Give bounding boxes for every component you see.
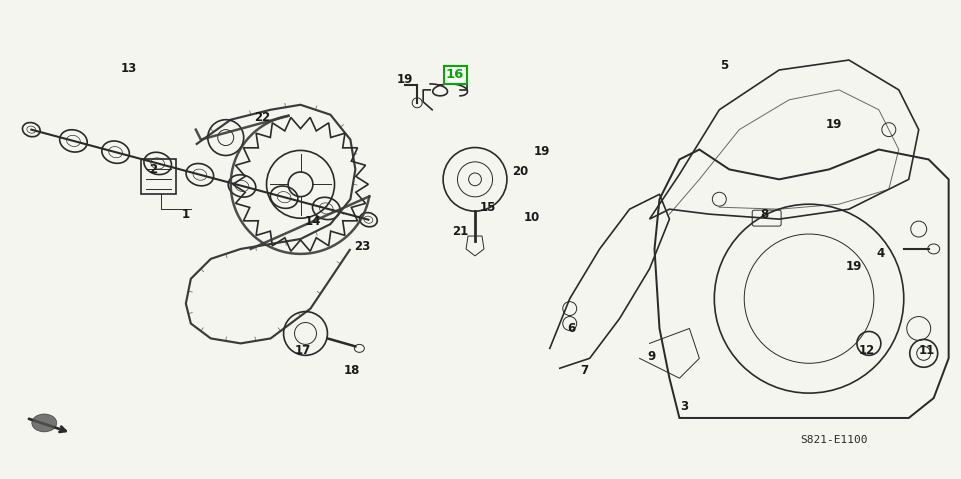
Text: 15: 15 xyxy=(480,201,496,214)
Text: 18: 18 xyxy=(344,364,360,377)
Text: 19: 19 xyxy=(846,261,862,274)
Text: 20: 20 xyxy=(512,165,528,178)
FancyArrowPatch shape xyxy=(29,419,65,432)
Text: 1: 1 xyxy=(182,208,190,221)
Text: 19: 19 xyxy=(397,73,413,86)
Text: 8: 8 xyxy=(760,208,768,221)
Text: 4: 4 xyxy=(876,248,885,261)
Text: 19: 19 xyxy=(825,118,842,131)
Text: 22: 22 xyxy=(255,111,271,124)
Text: 9: 9 xyxy=(648,350,655,363)
Text: 17: 17 xyxy=(294,344,310,357)
Text: 7: 7 xyxy=(580,364,589,377)
Text: S821-E1100: S821-E1100 xyxy=(801,435,868,445)
Text: 6: 6 xyxy=(568,322,576,335)
Text: 19: 19 xyxy=(533,145,550,158)
Text: 12: 12 xyxy=(859,344,875,357)
Text: 3: 3 xyxy=(680,399,688,412)
Text: 2: 2 xyxy=(149,163,157,176)
Text: 10: 10 xyxy=(524,211,540,224)
Text: 14: 14 xyxy=(305,215,321,228)
Text: 13: 13 xyxy=(121,61,137,75)
Text: 16: 16 xyxy=(446,68,464,81)
Text: 5: 5 xyxy=(720,58,728,71)
Text: 23: 23 xyxy=(355,240,371,253)
Ellipse shape xyxy=(32,414,57,432)
Text: 21: 21 xyxy=(452,225,468,238)
Text: 11: 11 xyxy=(919,344,935,357)
